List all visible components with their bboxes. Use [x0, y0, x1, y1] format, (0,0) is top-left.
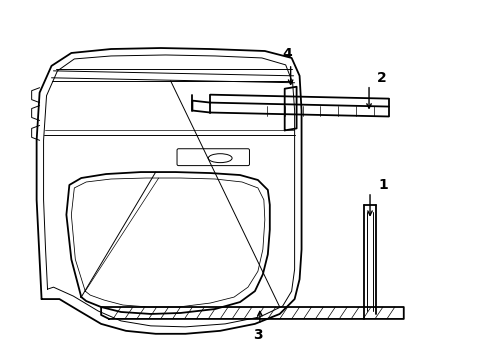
Text: 4: 4 — [283, 47, 293, 61]
FancyBboxPatch shape — [177, 149, 249, 166]
Ellipse shape — [208, 154, 232, 163]
Text: 3: 3 — [253, 328, 263, 342]
Text: 1: 1 — [378, 178, 388, 192]
Text: 2: 2 — [377, 71, 387, 85]
